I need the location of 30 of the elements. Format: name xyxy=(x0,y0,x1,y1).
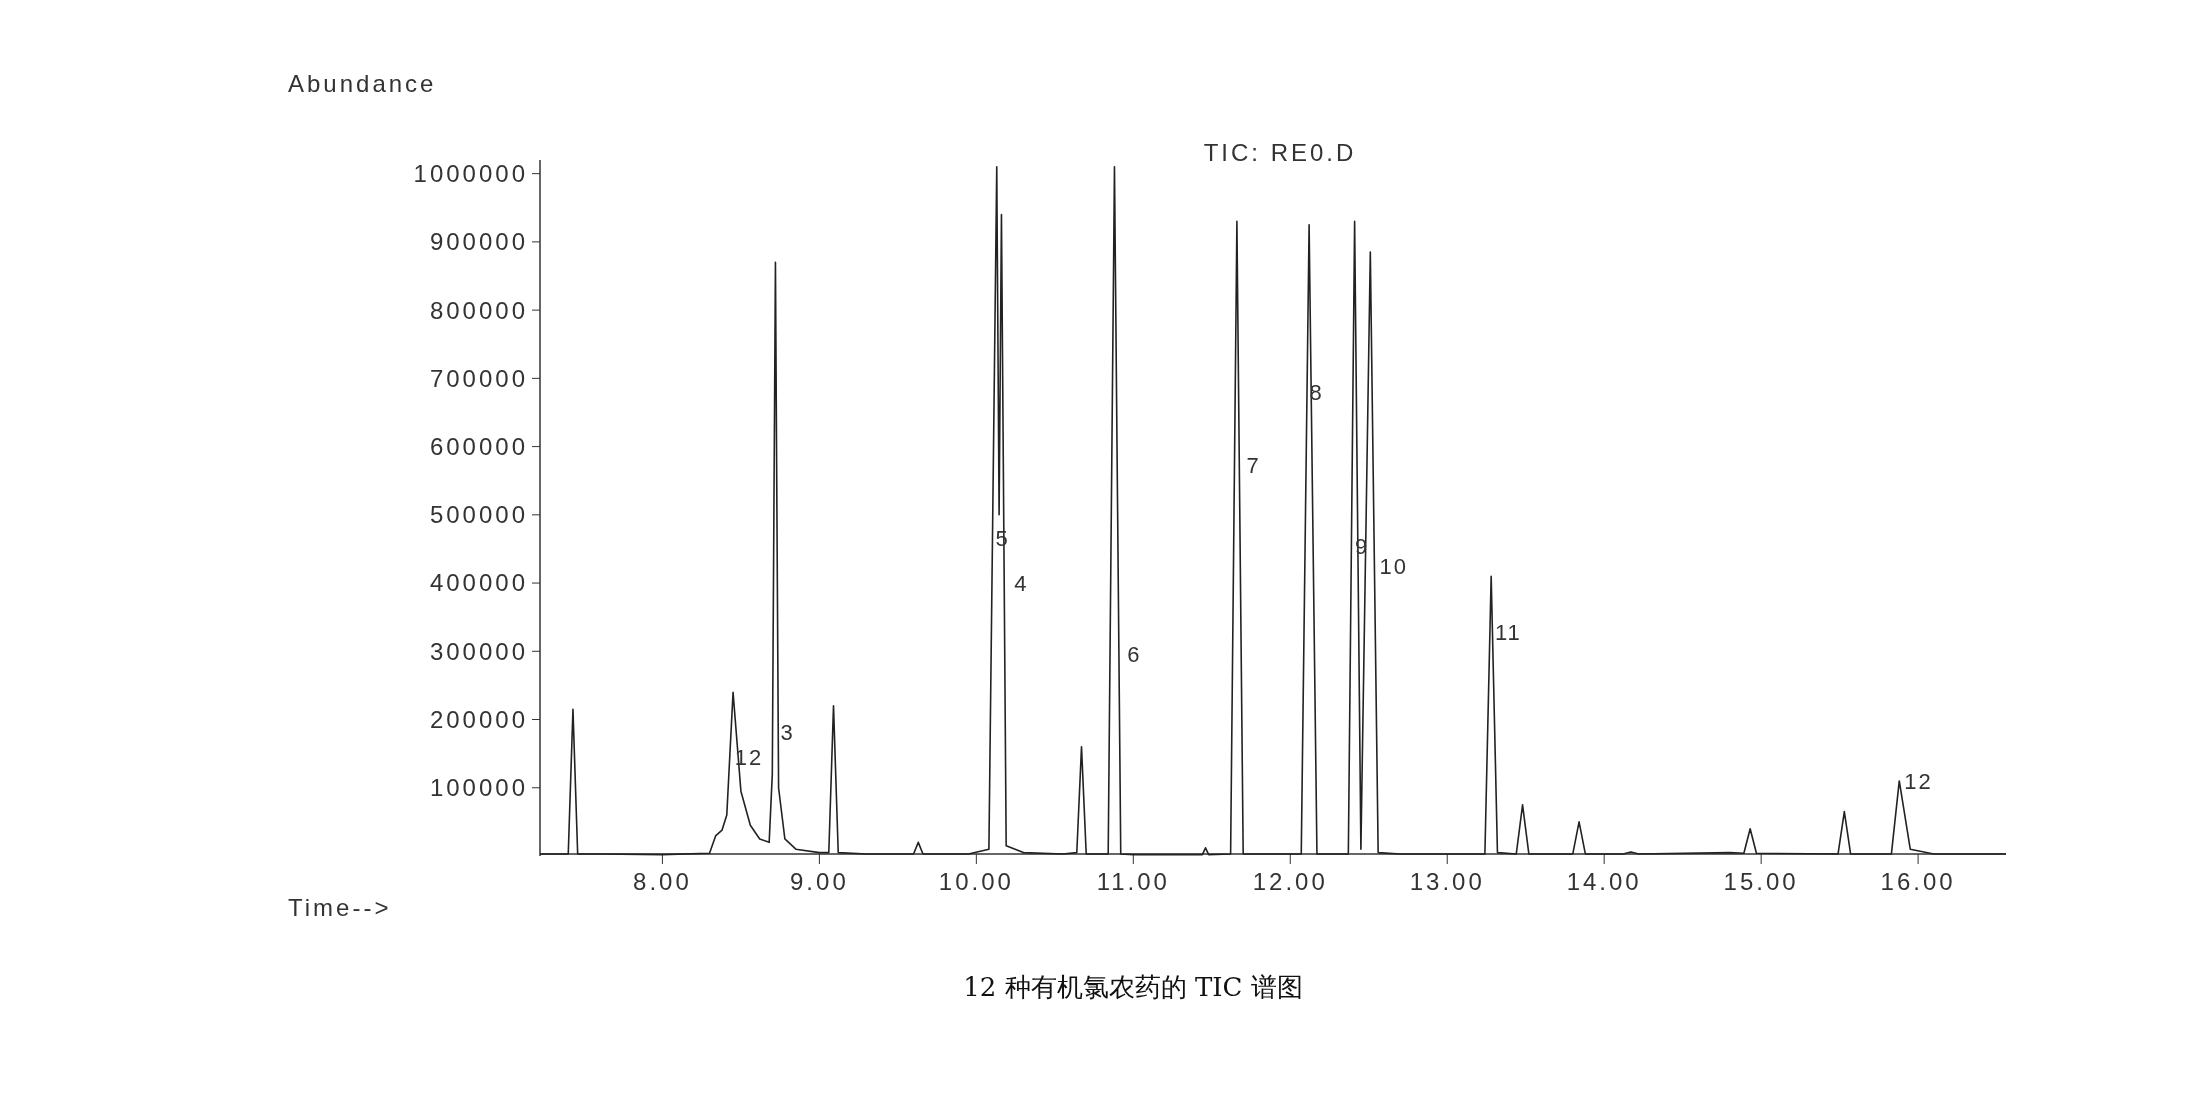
x-tick-label: 9.00 xyxy=(790,868,849,895)
y-tick-label: 400000 xyxy=(429,569,528,597)
chart-title: TIC: RE0.D xyxy=(1203,139,1357,166)
y-tick-label: 300000 xyxy=(429,637,528,665)
text: 12 种有机氯农药的 TIC 谱图 xyxy=(963,972,1303,1002)
x-tick-label: 10.00 xyxy=(938,868,1014,895)
y-tick-label: 800000 xyxy=(429,296,528,324)
y-axis-title: Abundance xyxy=(288,70,437,97)
x-tick-label: 12.00 xyxy=(1252,868,1328,895)
x-tick-label: 13.00 xyxy=(1409,868,1485,895)
y-tick-label: 100000 xyxy=(429,774,528,802)
x-axis-title: Time--> xyxy=(288,894,392,921)
annotation: 6 xyxy=(1127,642,1142,668)
y-tick-label: 600000 xyxy=(429,432,528,460)
x-tick-label: 11.00 xyxy=(1096,868,1170,895)
annotation: 11 xyxy=(1494,619,1522,645)
x-tick-label: 15.00 xyxy=(1723,868,1799,895)
y-tick-label: 700000 xyxy=(429,364,528,392)
y-tick-label: 900000 xyxy=(429,228,528,256)
annotation: 3 xyxy=(780,720,795,746)
x-tick-label: 16.00 xyxy=(1880,868,1956,895)
x-tick-label: 8.00 xyxy=(633,868,692,895)
annotation: 7 xyxy=(1246,453,1261,479)
y-tick-label: 500000 xyxy=(429,501,528,529)
annotation: 10 xyxy=(1379,553,1408,579)
y-tick-label: 200000 xyxy=(429,705,528,733)
y-tick-label: 1000000 xyxy=(413,160,528,188)
annotation: 4 xyxy=(1014,571,1029,597)
annotation: 12 xyxy=(1904,768,1933,794)
x-tick-label: 14.00 xyxy=(1566,868,1642,895)
